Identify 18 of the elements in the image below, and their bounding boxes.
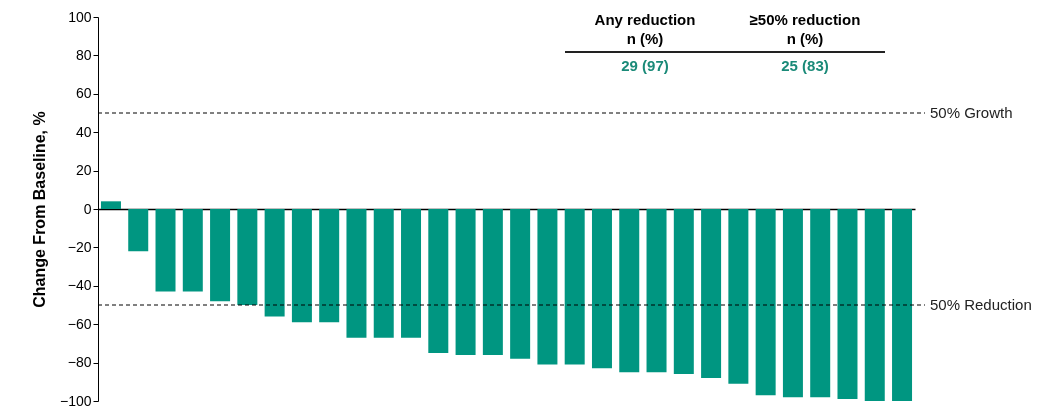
y-tick-label: 20 <box>75 162 92 179</box>
annotation: Any reduction n (%) <box>593 10 697 49</box>
annotation: 29 (97) <box>620 55 670 74</box>
y-axis-title: Change From Baseline, % <box>30 111 48 308</box>
annotation: ≥50% reduction n (%) <box>748 10 862 49</box>
annotation: 25 (83) <box>780 55 830 74</box>
y-tick-label: −100 <box>59 392 92 409</box>
y-tick-label: 60 <box>75 85 92 102</box>
ref-line-label: 50% Reduction <box>930 296 1032 313</box>
ref-line-label: 50% Growth <box>930 104 1013 121</box>
y-tick-label: −60 <box>67 315 92 332</box>
y-tick-label: −20 <box>67 238 92 255</box>
y-tick-label: −40 <box>67 277 92 294</box>
y-tick-label: 100 <box>68 8 92 25</box>
y-tick-label: 40 <box>75 123 92 140</box>
y-tick-label: −80 <box>67 354 92 371</box>
y-tick-label: 80 <box>75 46 92 63</box>
y-tick-label: 0 <box>83 200 92 217</box>
